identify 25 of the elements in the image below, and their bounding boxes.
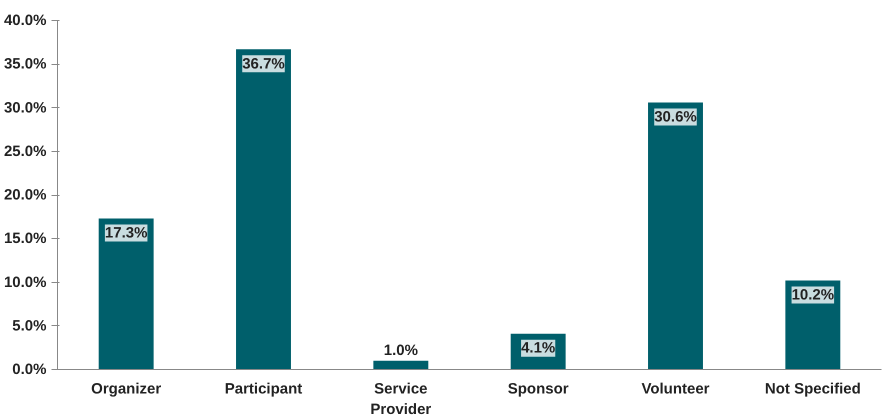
x-tick-label: Service Provider	[370, 380, 432, 418]
y-tick-label: 25.0%	[4, 142, 47, 160]
data-label: 36.7%	[242, 55, 285, 72]
y-tick-label: 15.0%	[4, 230, 47, 248]
data-label: 1.0%	[384, 342, 418, 359]
y-tick-label: 5.0%	[12, 317, 47, 334]
data-label: 17.3%	[104, 224, 148, 242]
bar	[373, 360, 428, 370]
y-tick-label: 10.0%	[4, 274, 47, 291]
data-label: 30.6%	[654, 108, 697, 126]
x-tick-label: Volunteer	[641, 380, 710, 398]
y-tick-label: 20.0%	[4, 186, 47, 204]
y-tick-label: 30.0%	[4, 99, 47, 116]
bar	[236, 49, 291, 370]
x-tick-label: Organizer	[91, 380, 162, 398]
x-tick-label: Not Specified	[764, 380, 861, 398]
y-tick-label: 35.0%	[4, 56, 47, 73]
bar	[98, 218, 154, 370]
x-tick-label: Sponsor	[508, 380, 569, 398]
y-tick-label: 40.0%	[4, 12, 47, 29]
y-tick-label: 0.0%	[12, 361, 47, 378]
data-label: 10.2%	[792, 286, 834, 304]
x-tick-label: Participant	[224, 380, 302, 398]
data-label: 4.1%	[521, 340, 556, 357]
bar	[648, 102, 703, 370]
